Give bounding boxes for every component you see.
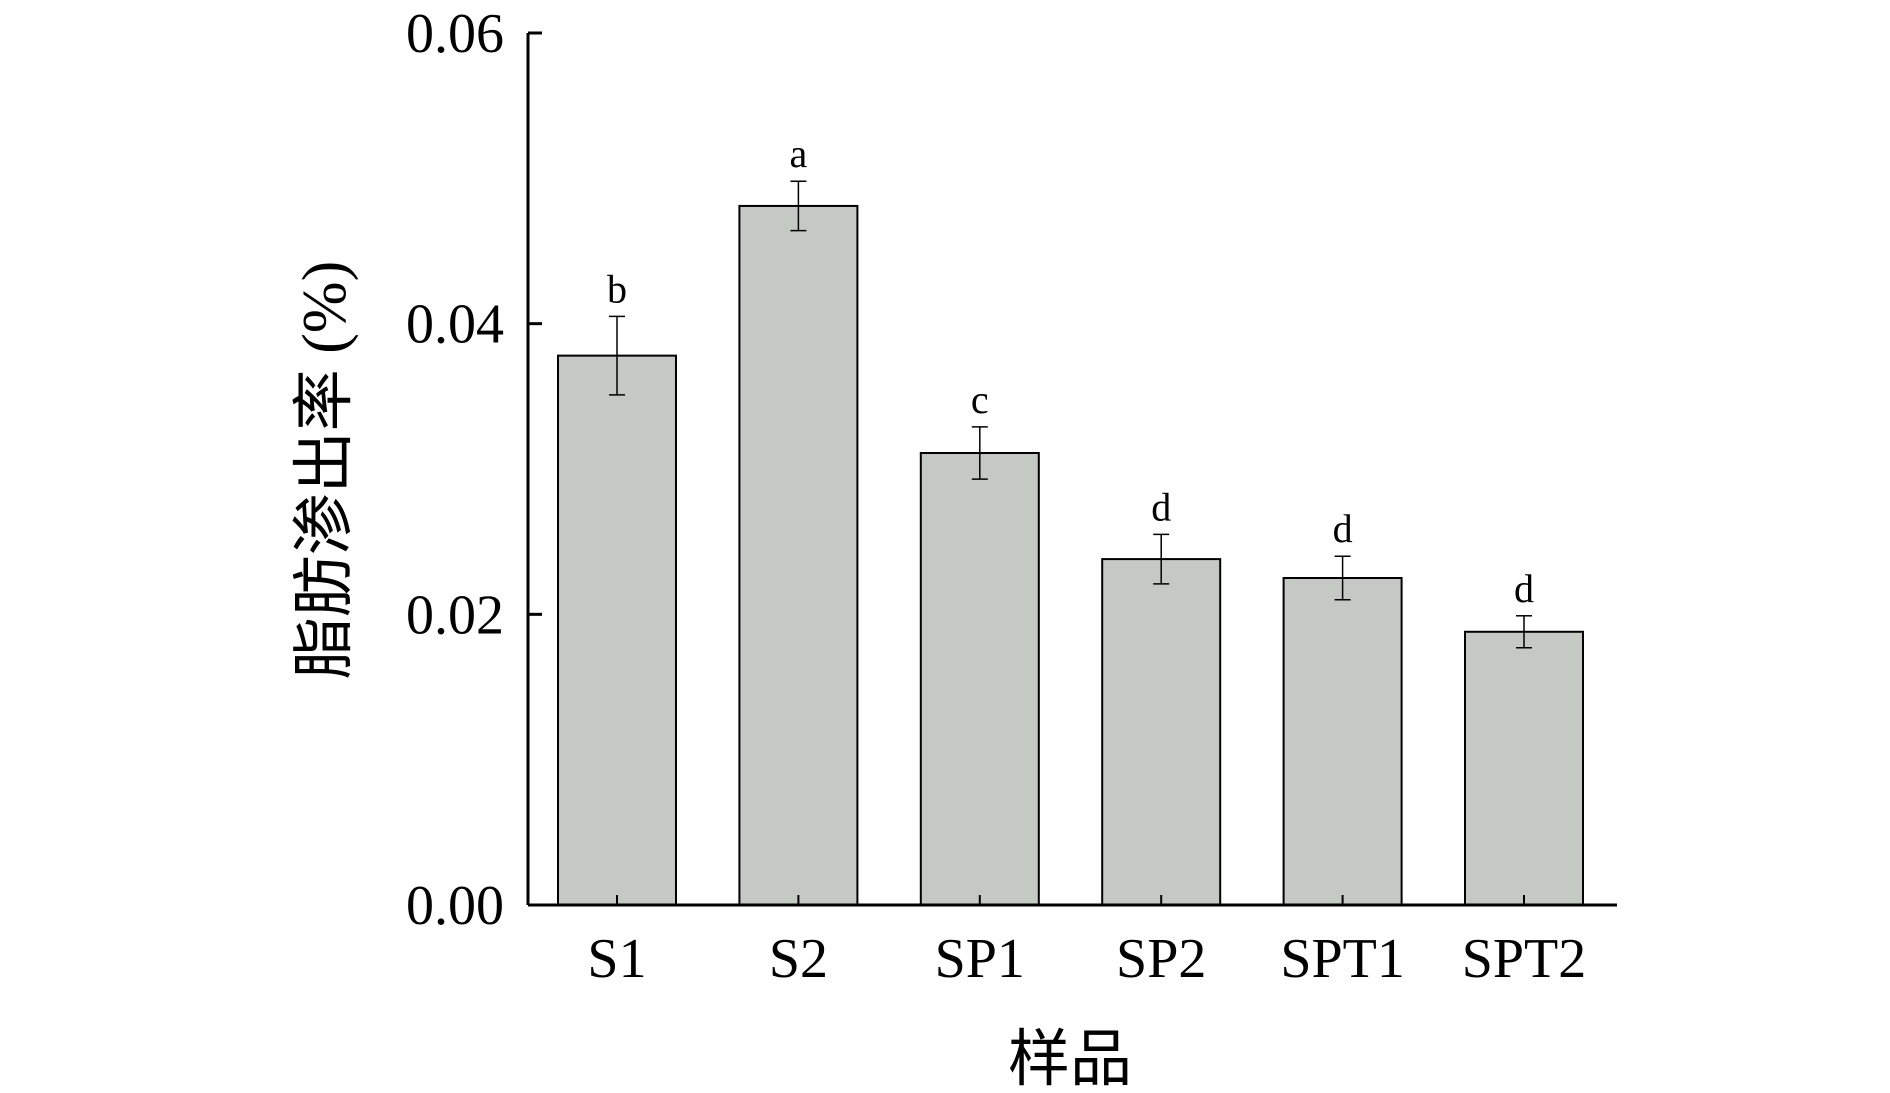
x-tick-label-spt2: SPT2 (1462, 928, 1587, 990)
error-bar-sp2 (1153, 533, 1170, 585)
significance-label-s1: b (607, 266, 627, 311)
significance-label-sp1: c (971, 377, 989, 422)
x-tick-label-s2: S2 (769, 928, 828, 990)
bar-spt2 (1464, 630, 1584, 906)
x-tick-label-sp1: SP1 (935, 928, 1025, 990)
error-bar-s2 (790, 180, 807, 232)
bar-s1 (557, 354, 677, 906)
bar-sp1 (919, 452, 1040, 906)
x-tick-label-sp2: SP2 (1116, 928, 1206, 990)
axes-group (526, 31, 1617, 907)
error-bar-spt1 (1334, 555, 1351, 601)
significance-label-sp2: d (1151, 484, 1171, 529)
significance-label-spt1: d (1333, 506, 1353, 551)
bars-group (557, 180, 1584, 907)
error-bar-spt2 (1516, 615, 1532, 649)
error-bar-sp1 (971, 426, 988, 480)
bar-sp2 (1101, 558, 1222, 907)
y-axis-title: 脂肪渗出率 (%) (291, 261, 359, 679)
y-tick-label: 0.04 (406, 294, 504, 356)
y-tick-label: 0.06 (406, 3, 504, 65)
y-tick-label: 0.02 (406, 584, 504, 646)
labels-group: b S1 a S2 c SP1 d SP2 d SPT1 d SPT2 0.00 0.02 0.04 0.06 (406, 3, 1586, 990)
x-tick-label-spt1: SPT1 (1280, 928, 1405, 990)
x-tick-label-s1: S1 (587, 928, 646, 990)
y-tick-label: 0.00 (406, 875, 504, 937)
x-axis-title: 样品 (1008, 1026, 1132, 1093)
bar-spt1 (1282, 577, 1403, 906)
bar-s2 (738, 204, 859, 907)
significance-label-spt2: d (1514, 566, 1534, 611)
error-bar-s1 (609, 315, 625, 396)
significance-label-s2: a (790, 131, 808, 176)
